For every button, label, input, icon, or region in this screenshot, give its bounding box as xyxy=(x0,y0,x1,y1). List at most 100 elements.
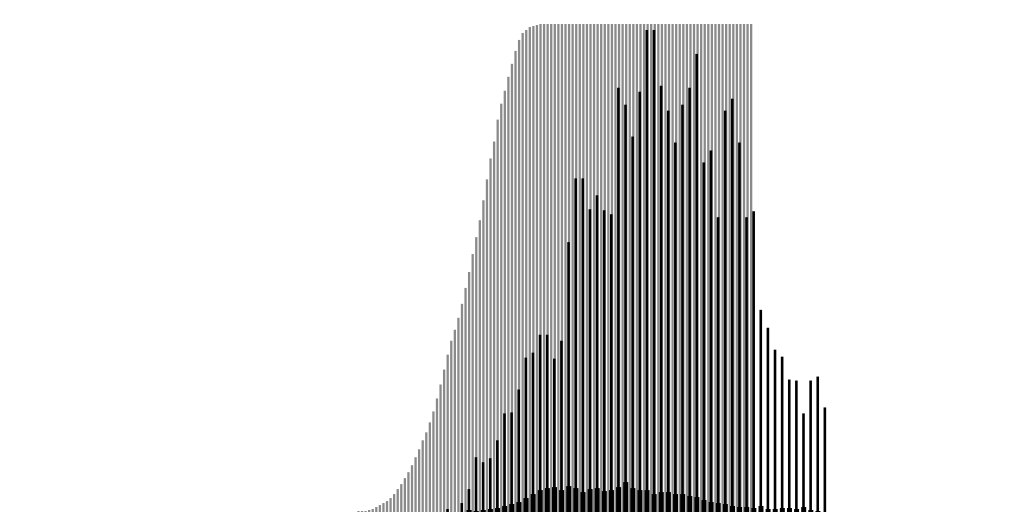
cumulative-bar xyxy=(410,465,414,512)
cumulative-bar xyxy=(564,24,567,512)
primary-bar xyxy=(787,379,791,512)
cumulative-bar xyxy=(692,24,696,512)
primary-bar xyxy=(609,214,613,512)
secondary-bar xyxy=(566,486,572,512)
cumulative-bar xyxy=(400,484,403,512)
secondary-bar xyxy=(701,500,707,512)
primary-bar xyxy=(823,407,827,512)
secondary-bar xyxy=(794,509,800,512)
cumulative-bar xyxy=(664,24,667,512)
primary-bar xyxy=(545,334,549,512)
cumulative-bar xyxy=(532,25,535,512)
cumulative-bar xyxy=(485,179,489,512)
primary-bar xyxy=(503,413,506,512)
primary-bar xyxy=(745,217,748,512)
secondary-bar xyxy=(559,490,565,512)
secondary-bar xyxy=(779,508,785,512)
secondary-bar xyxy=(715,503,721,512)
cumulative-bar xyxy=(592,24,596,512)
cumulative-bar xyxy=(614,24,617,512)
cumulative-bar xyxy=(496,119,499,512)
cumulative-bar xyxy=(403,478,407,512)
cumulative-bar xyxy=(435,398,439,512)
primary-bar xyxy=(773,349,777,512)
primary-bar xyxy=(524,357,528,512)
cumulative-bar xyxy=(446,354,449,512)
primary-bar xyxy=(802,413,805,512)
cumulative-bar xyxy=(417,449,421,512)
cumulative-bar xyxy=(521,32,524,512)
primary-bar xyxy=(510,412,513,512)
cumulative-bar xyxy=(735,24,739,512)
cumulative-bar xyxy=(457,317,460,512)
primary-bar xyxy=(574,178,577,512)
primary-bar xyxy=(624,104,627,512)
primary-bar xyxy=(553,358,556,512)
primary-bar xyxy=(723,110,727,512)
secondary-bar xyxy=(694,497,700,512)
cumulative-bar xyxy=(425,432,428,512)
primary-bar xyxy=(617,87,620,512)
primary-bar xyxy=(517,389,520,512)
cumulative-bar xyxy=(368,510,371,512)
secondary-bars xyxy=(466,482,821,512)
secondary-bar xyxy=(608,490,614,512)
cumulative-bar xyxy=(607,24,610,512)
secondary-bar xyxy=(680,494,686,512)
cumulative-bar xyxy=(503,90,506,512)
primary-bar xyxy=(731,98,734,512)
cumulative-bar xyxy=(478,220,481,512)
secondary-bar xyxy=(637,490,643,512)
cumulative-bar xyxy=(621,24,624,512)
secondary-bar xyxy=(765,509,771,512)
primary-bar xyxy=(702,162,706,512)
cumulative-bar xyxy=(539,24,542,512)
cumulative-bar xyxy=(396,489,399,512)
secondary-bar xyxy=(801,507,807,512)
cumulative-bar xyxy=(460,303,464,512)
primary-bar xyxy=(709,150,713,512)
cumulative-bar xyxy=(489,158,492,512)
primary-bar xyxy=(631,136,634,512)
primary-bar xyxy=(780,356,784,512)
secondary-bar xyxy=(722,504,728,512)
primary-bar xyxy=(638,91,642,512)
primary-bar xyxy=(567,242,570,512)
primary-bar xyxy=(467,489,471,512)
cumulative-bar xyxy=(407,472,410,512)
secondary-bar xyxy=(544,488,550,512)
cumulative-bar xyxy=(557,24,560,512)
primary-bar xyxy=(809,380,812,512)
cumulative-bar xyxy=(517,39,521,512)
cumulative-bar xyxy=(507,76,510,512)
primary-bar xyxy=(659,85,663,512)
secondary-bar xyxy=(587,489,593,512)
primary-bar xyxy=(752,211,755,512)
secondary-bar xyxy=(758,506,764,512)
primary-bar xyxy=(795,380,798,512)
secondary-bar xyxy=(495,508,501,512)
cumulative-bar xyxy=(371,509,374,512)
primary-bar xyxy=(481,462,485,512)
secondary-bar xyxy=(480,510,486,512)
cumulative-bar xyxy=(475,237,478,512)
secondary-bar xyxy=(530,494,536,512)
cumulative-bar xyxy=(482,200,485,512)
cumulative-bar xyxy=(728,24,731,512)
cumulative-bar xyxy=(385,501,389,512)
primary-bar xyxy=(738,142,741,512)
primary-bar xyxy=(816,376,820,512)
cumulative-bar xyxy=(414,457,417,512)
secondary-bar xyxy=(552,487,557,512)
cumulative-bar xyxy=(560,24,564,512)
primary-bar xyxy=(674,142,677,512)
primary-bar xyxy=(588,209,592,512)
cumulative-bar xyxy=(375,507,378,512)
secondary-bar xyxy=(687,496,693,512)
cumulative-bar xyxy=(707,24,710,512)
primary-bar xyxy=(446,509,449,512)
cumulative-bar xyxy=(450,340,453,512)
cumulative-bar xyxy=(635,24,639,512)
cumulative-bar xyxy=(657,24,660,512)
cumulative-bar xyxy=(578,24,581,512)
